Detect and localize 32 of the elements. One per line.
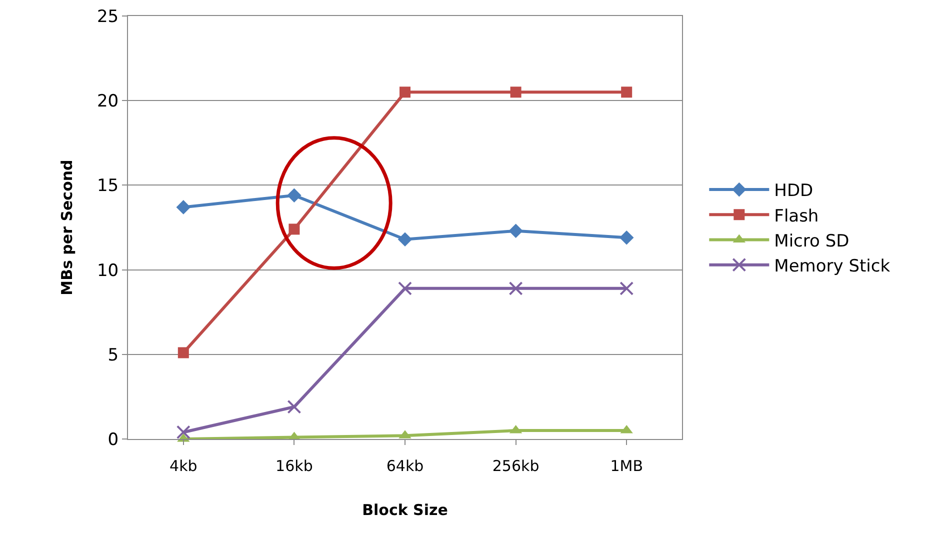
y-tick-label: 20	[96, 92, 119, 112]
point	[176, 425, 190, 440]
point	[176, 200, 191, 214]
point	[619, 230, 634, 245]
point	[398, 281, 412, 296]
point	[178, 347, 189, 358]
point	[621, 86, 632, 98]
point	[508, 281, 523, 296]
x-tick-label: 4kb	[170, 457, 198, 475]
point	[508, 224, 523, 238]
x-axis-title: Block Size	[362, 501, 448, 519]
y-tick-label: 10	[96, 260, 119, 281]
point	[400, 86, 410, 98]
point	[620, 281, 634, 296]
point	[398, 232, 412, 246]
legend-label: HDD	[774, 181, 814, 202]
point	[287, 400, 302, 414]
point	[510, 86, 522, 98]
point	[288, 224, 300, 235]
y-tick-label: 15	[96, 176, 119, 196]
x-tick-label: 16kb	[276, 457, 313, 475]
x-tick-label: 256kb	[492, 457, 540, 475]
legend-label: Micro SD	[774, 231, 850, 252]
y-tick-label: 5	[108, 345, 119, 366]
y-tick-label: 0	[108, 430, 119, 450]
y-axis-title: MBs per Second	[58, 160, 76, 296]
legend-label: Memory Stick	[774, 256, 890, 276]
point	[287, 188, 302, 202]
x-tick-label: 64kb	[386, 457, 424, 475]
y-tick-label: 25	[96, 6, 119, 27]
legend-label: Flash	[774, 206, 819, 226]
x-tick-label: 1MB	[610, 457, 643, 475]
